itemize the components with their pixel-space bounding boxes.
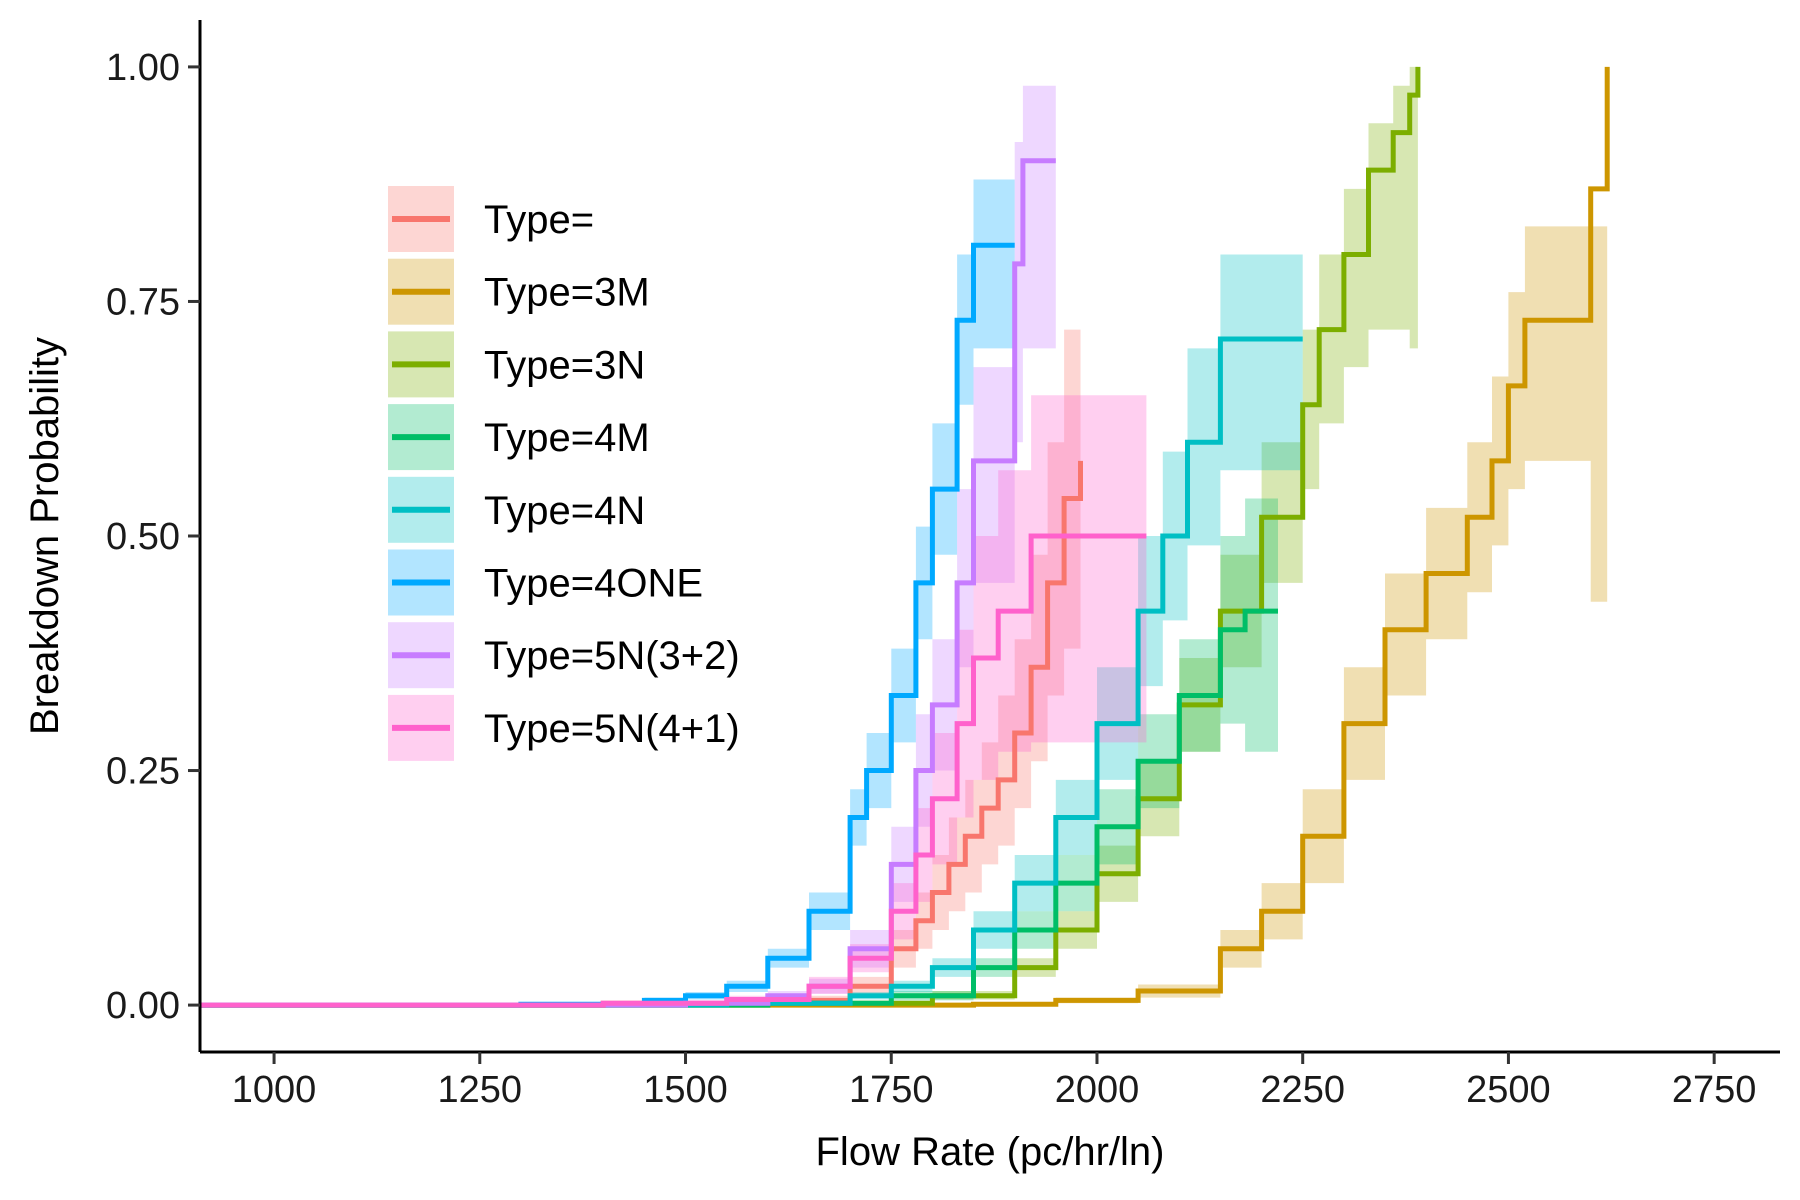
x-axis-title: Flow Rate (pc/hr/ln) — [816, 1130, 1165, 1174]
legend-label-type-4m-3: Type=4M — [484, 416, 650, 460]
x-tick-label: 2250 — [1260, 1069, 1345, 1111]
legend-label-type-4n-4: Type=4N — [484, 489, 645, 533]
legend: Type= Type=3M Type=3N Type=4M Type=4N Type=4O… — [388, 186, 740, 761]
series-line-type-3m-1 — [200, 66, 1610, 1008]
x-tick-label: 1250 — [438, 1069, 523, 1111]
series-line-type-4n-4 — [200, 336, 1303, 1008]
y-tick-label: 0.75 — [106, 281, 180, 323]
x-tick-label: 2500 — [1466, 1069, 1551, 1111]
x-tick-label: 1000 — [232, 1069, 317, 1111]
series-lines — [200, 66, 1610, 1008]
series-line-type-5n-4-1-7 — [200, 533, 1147, 1008]
x-tick-label: 1500 — [643, 1069, 728, 1111]
series-line-type-3n-2 — [200, 66, 1421, 1008]
y-tick-label: 1.00 — [106, 47, 180, 89]
series-line-type-4m-3 — [200, 608, 1278, 1008]
y-tick-label: 0.50 — [106, 516, 180, 558]
y-tick-label: 0.00 — [106, 985, 180, 1027]
legend-label-type-5n-3-2-6: Type=5N(3+2) — [484, 634, 740, 678]
legend-label-type-0: Type= — [484, 198, 594, 242]
y-axis-title: Breakdown Probability — [23, 337, 67, 735]
x-tick-label: 2750 — [1672, 1069, 1757, 1111]
legend-label-type-3m-1: Type=3M — [484, 271, 650, 315]
y-ticks: 0.00 0.25 0.50 0.75 1.00 — [106, 47, 200, 1027]
x-ticks: 1000 1250 1500 1750 2000 2250 2500 2750 — [232, 1052, 1757, 1111]
legend-label-type-5n-4-1-7: Type=5N(4+1) — [484, 707, 740, 751]
legend-label-type-3n-2: Type=3N — [484, 343, 645, 387]
series-line-type-4one-5 — [200, 242, 1015, 1008]
x-tick-label: 2000 — [1055, 1069, 1140, 1111]
y-tick-label: 0.25 — [106, 751, 180, 793]
legend-label-type-4one-5: Type=4ONE — [484, 562, 703, 606]
series-line-type-5n-3-2-6 — [200, 158, 1056, 1008]
x-tick-label: 1750 — [849, 1069, 934, 1111]
